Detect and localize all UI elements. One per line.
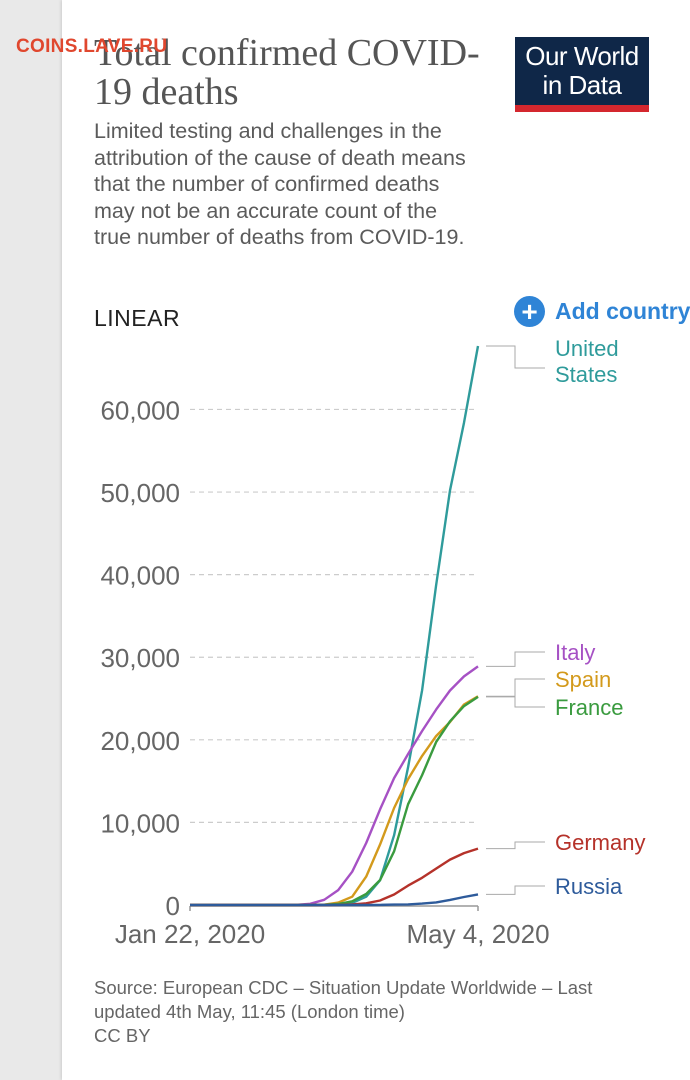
y-tick-label: 20,000: [100, 726, 180, 756]
series-label-germany: Germany: [555, 830, 645, 855]
x-tick-label: Jan 22, 2020: [115, 919, 265, 949]
label-connector: [486, 345, 545, 369]
scale-toggle[interactable]: LINEAR: [94, 305, 181, 331]
y-tick-label: 60,000: [100, 395, 180, 425]
chart-subtitle: Limited testing and challenges in the at…: [94, 119, 466, 249]
plus-circle-icon: +: [514, 295, 545, 327]
series-label-france: France: [555, 695, 623, 720]
license-text: CC BY: [94, 1025, 151, 1046]
source-text: Source: European CDC – Situation Update …: [94, 977, 593, 1022]
label-connector: [486, 678, 545, 697]
x-tick-label: May 4, 2020: [406, 919, 549, 949]
logo-line-1: Our World: [525, 41, 639, 71]
series-label-spain: Spain: [555, 667, 611, 692]
line-chart: 0 10,000 20,000 30,000 40,000 50,000 60,000 Jan…: [100, 336, 645, 949]
series-line-russia: [190, 893, 479, 907]
logo-line-2: in Data: [542, 70, 622, 100]
y-tick-label: 50,000: [100, 478, 180, 508]
add-country-label: Add country: [555, 297, 690, 324]
y-tick-label: 40,000: [100, 561, 180, 591]
label-connector: [486, 841, 545, 850]
series-line-italy: [189, 665, 479, 907]
label-connector: [486, 696, 545, 708]
series-line-spain: [190, 695, 479, 907]
series-line-germany: [190, 847, 479, 907]
series-label-russia: Russia: [555, 874, 623, 899]
add-country-button[interactable]: + Add country: [514, 294, 690, 328]
y-tick-label: 30,000: [100, 643, 180, 673]
series-label-united-states: States: [555, 362, 617, 387]
series-line-united-states: [190, 345, 480, 907]
label-connector: [486, 651, 545, 667]
chart-source: Source: European CDC – Situation Update …: [94, 976, 654, 1048]
watermark: COINS.LAVE.RU: [16, 36, 168, 57]
owid-logo[interactable]: Our World in Data: [515, 37, 649, 112]
y-tick-label: 0: [166, 891, 180, 921]
chart-title: Total confirmed COVID-19 deaths: [94, 32, 480, 113]
series-line-france: [190, 695, 479, 907]
chart-card: [62, 0, 690, 1080]
label-connector: [486, 885, 545, 895]
series-label-italy: Italy: [555, 640, 595, 665]
y-tick-label: 10,000: [100, 808, 180, 838]
series-label-united-states: United: [555, 336, 619, 361]
